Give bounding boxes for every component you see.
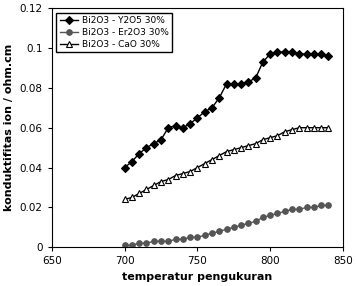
Bi2O3 - Er2O3 30% bbox=[246, 222, 251, 225]
Bi2O3 - Y2O5 30% bbox=[232, 82, 236, 86]
Bi2O3 - Y2O5 30% bbox=[312, 52, 316, 56]
Bi2O3 - Er2O3 30% bbox=[268, 214, 272, 217]
Bi2O3 - Er2O3 30% bbox=[283, 210, 287, 213]
Bi2O3 - CaO 30% bbox=[232, 148, 236, 151]
Bi2O3 - CaO 30% bbox=[253, 142, 258, 145]
Bi2O3 - CaO 30% bbox=[137, 192, 141, 195]
Bi2O3 - CaO 30% bbox=[268, 136, 272, 139]
Bi2O3 - CaO 30% bbox=[225, 150, 229, 153]
Bi2O3 - CaO 30% bbox=[275, 134, 280, 137]
Bi2O3 - Er2O3 30% bbox=[122, 244, 127, 247]
Bi2O3 - Y2O5 30% bbox=[283, 50, 287, 54]
Bi2O3 - CaO 30% bbox=[312, 126, 316, 130]
Bi2O3 - Er2O3 30% bbox=[232, 226, 236, 229]
Bi2O3 - Y2O5 30% bbox=[305, 52, 309, 56]
Bi2O3 - Y2O5 30% bbox=[268, 52, 272, 56]
Bi2O3 - CaO 30% bbox=[159, 180, 163, 183]
Bi2O3 - Y2O5 30% bbox=[159, 138, 163, 141]
Bi2O3 - CaO 30% bbox=[326, 126, 331, 130]
Bi2O3 - CaO 30% bbox=[217, 154, 221, 157]
Bi2O3 - CaO 30% bbox=[283, 130, 287, 133]
Bi2O3 - CaO 30% bbox=[152, 184, 156, 187]
Bi2O3 - CaO 30% bbox=[297, 126, 301, 130]
Bi2O3 - Er2O3 30% bbox=[202, 234, 207, 237]
Bi2O3 - Er2O3 30% bbox=[181, 238, 185, 241]
Bi2O3 - Y2O5 30% bbox=[122, 166, 127, 169]
Bi2O3 - Er2O3 30% bbox=[290, 208, 294, 211]
Bi2O3 - CaO 30% bbox=[122, 198, 127, 201]
Bi2O3 - Y2O5 30% bbox=[174, 124, 178, 128]
Bi2O3 - Er2O3 30% bbox=[188, 236, 192, 239]
Bi2O3 - Y2O5 30% bbox=[290, 50, 294, 54]
Bi2O3 - Er2O3 30% bbox=[159, 240, 163, 243]
Bi2O3 - Y2O5 30% bbox=[225, 82, 229, 86]
Bi2O3 - Er2O3 30% bbox=[297, 208, 301, 211]
Bi2O3 - Y2O5 30% bbox=[166, 126, 170, 130]
Bi2O3 - CaO 30% bbox=[174, 174, 178, 177]
Bi2O3 - Y2O5 30% bbox=[261, 60, 265, 64]
Bi2O3 - Er2O3 30% bbox=[225, 228, 229, 231]
Legend: Bi2O3 - Y2O5 30%, Bi2O3 - Er2O3 30%, Bi2O3 - CaO 30%: Bi2O3 - Y2O5 30%, Bi2O3 - Er2O3 30%, Bi2… bbox=[56, 13, 172, 52]
Bi2O3 - Er2O3 30% bbox=[239, 224, 243, 227]
Bi2O3 - Er2O3 30% bbox=[217, 230, 221, 233]
Bi2O3 - Er2O3 30% bbox=[174, 238, 178, 241]
Bi2O3 - Er2O3 30% bbox=[210, 232, 214, 235]
Bi2O3 - Y2O5 30% bbox=[319, 52, 323, 56]
Bi2O3 - CaO 30% bbox=[210, 158, 214, 161]
Bi2O3 - Y2O5 30% bbox=[275, 50, 280, 54]
Bi2O3 - Er2O3 30% bbox=[195, 236, 200, 239]
Bi2O3 - Er2O3 30% bbox=[275, 212, 280, 215]
Y-axis label: konduktifitas ion / ohm.cm: konduktifitas ion / ohm.cm bbox=[4, 44, 14, 211]
Bi2O3 - CaO 30% bbox=[202, 162, 207, 165]
Bi2O3 - Er2O3 30% bbox=[261, 216, 265, 219]
Bi2O3 - Y2O5 30% bbox=[239, 82, 243, 86]
Bi2O3 - Y2O5 30% bbox=[202, 110, 207, 114]
Bi2O3 - CaO 30% bbox=[239, 146, 243, 149]
Line: Bi2O3 - Er2O3 30%: Bi2O3 - Er2O3 30% bbox=[122, 203, 331, 248]
Bi2O3 - CaO 30% bbox=[319, 126, 323, 130]
Line: Bi2O3 - CaO 30%: Bi2O3 - CaO 30% bbox=[121, 124, 332, 203]
Bi2O3 - Y2O5 30% bbox=[210, 106, 214, 110]
Bi2O3 - Er2O3 30% bbox=[312, 206, 316, 209]
Bi2O3 - CaO 30% bbox=[261, 138, 265, 141]
Bi2O3 - Er2O3 30% bbox=[144, 242, 149, 245]
Line: Bi2O3 - Y2O5 30%: Bi2O3 - Y2O5 30% bbox=[122, 49, 331, 170]
Bi2O3 - Er2O3 30% bbox=[253, 220, 258, 223]
Bi2O3 - Y2O5 30% bbox=[253, 76, 258, 80]
Bi2O3 - CaO 30% bbox=[130, 196, 134, 199]
Bi2O3 - Y2O5 30% bbox=[152, 142, 156, 145]
Bi2O3 - Y2O5 30% bbox=[130, 160, 134, 163]
Bi2O3 - Er2O3 30% bbox=[319, 204, 323, 207]
Bi2O3 - CaO 30% bbox=[305, 126, 309, 130]
Bi2O3 - CaO 30% bbox=[166, 178, 170, 181]
Bi2O3 - Y2O5 30% bbox=[195, 116, 200, 120]
Bi2O3 - CaO 30% bbox=[195, 166, 200, 169]
Bi2O3 - Y2O5 30% bbox=[246, 80, 251, 84]
Bi2O3 - Y2O5 30% bbox=[217, 96, 221, 100]
Bi2O3 - Y2O5 30% bbox=[297, 52, 301, 56]
Bi2O3 - Y2O5 30% bbox=[188, 122, 192, 126]
Bi2O3 - Er2O3 30% bbox=[305, 206, 309, 209]
Bi2O3 - CaO 30% bbox=[290, 128, 294, 131]
Bi2O3 - Y2O5 30% bbox=[326, 54, 331, 58]
Bi2O3 - Er2O3 30% bbox=[326, 204, 331, 207]
Bi2O3 - Er2O3 30% bbox=[152, 240, 156, 243]
Bi2O3 - CaO 30% bbox=[246, 144, 251, 147]
Bi2O3 - Er2O3 30% bbox=[137, 242, 141, 245]
Bi2O3 - CaO 30% bbox=[181, 172, 185, 175]
Bi2O3 - CaO 30% bbox=[188, 170, 192, 173]
Bi2O3 - Y2O5 30% bbox=[144, 146, 149, 149]
Bi2O3 - Y2O5 30% bbox=[137, 152, 141, 155]
X-axis label: temperatur pengukuran: temperatur pengukuran bbox=[122, 272, 272, 282]
Bi2O3 - Er2O3 30% bbox=[130, 244, 134, 247]
Bi2O3 - Y2O5 30% bbox=[181, 126, 185, 130]
Bi2O3 - Er2O3 30% bbox=[166, 240, 170, 243]
Bi2O3 - CaO 30% bbox=[144, 188, 149, 191]
